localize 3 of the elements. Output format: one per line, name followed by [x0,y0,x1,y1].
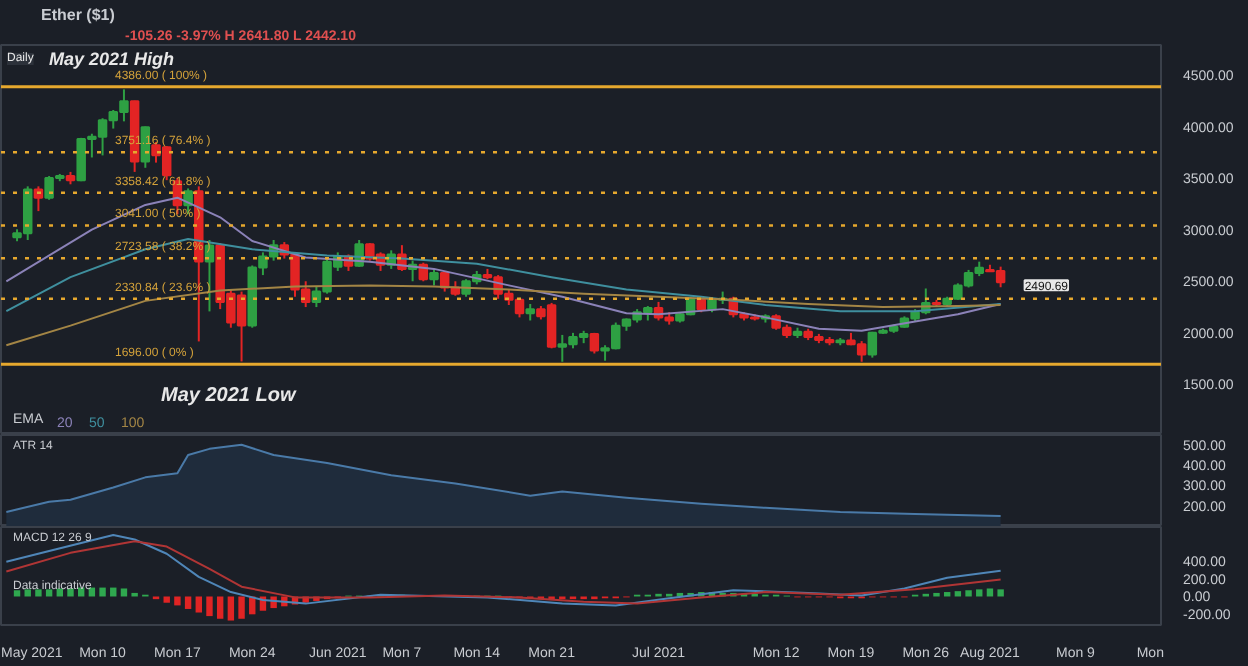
chart-title: Ether ($1) [41,6,116,24]
annotation: May 2021 High [49,49,176,69]
annotation: May 2021 Low [161,385,298,407]
